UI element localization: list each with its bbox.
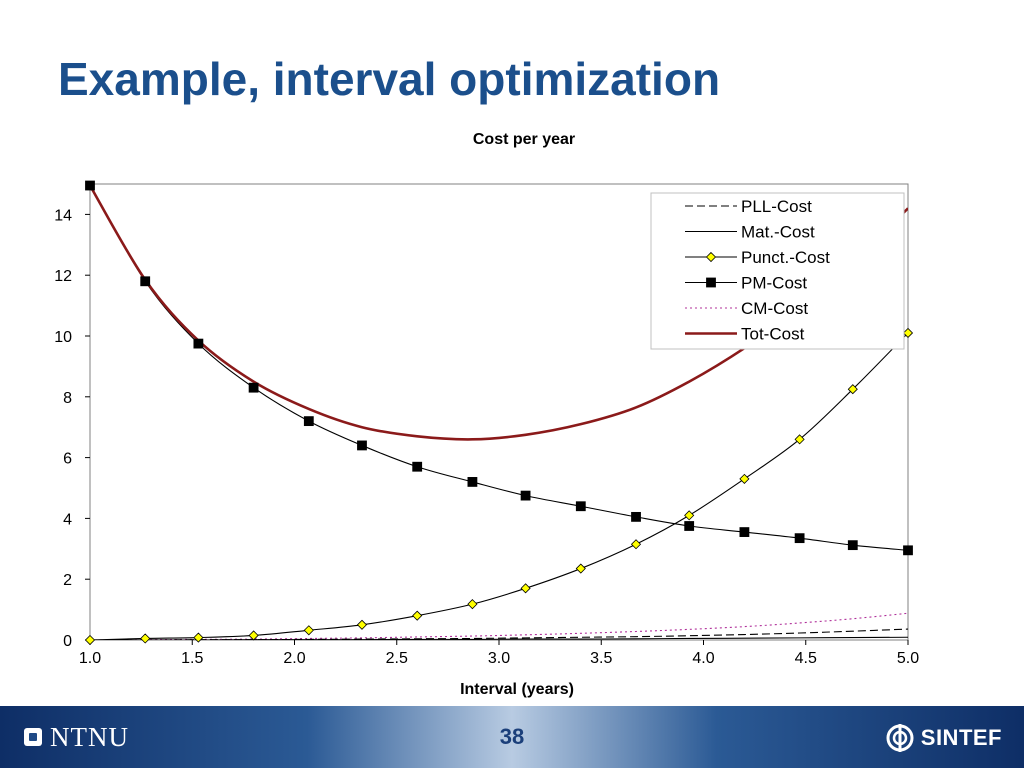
data-point-punct-cost xyxy=(902,327,914,339)
data-point-pm-cost xyxy=(520,490,531,501)
cost-chart: Cost per year 0 2 4 6 8 10 12 14 1.0 1.5 2.0 2.5 3.0… xyxy=(54,131,919,698)
y-tick-label: 12 xyxy=(54,268,72,285)
legend-marker-punct-cost xyxy=(705,251,717,263)
data-point-punct-cost xyxy=(248,630,259,641)
legend-label-tot-cost: Tot-Cost xyxy=(741,325,805,344)
y-tick-label: 2 xyxy=(63,572,72,589)
marker-layer xyxy=(84,180,914,646)
data-point-punct-cost xyxy=(630,539,642,550)
data-point-pm-cost xyxy=(412,461,423,472)
legend: PLL-Cost Mat.-Cost Punct.-Cost PM-Cost CM-Co… xyxy=(650,192,905,350)
data-point-punct-cost xyxy=(794,434,805,445)
data-point-punct-cost xyxy=(412,610,423,621)
legend-label-cm-cost: CM-Cost xyxy=(741,299,808,318)
data-point-pm-cost xyxy=(684,521,695,531)
x-tick-label: 3.5 xyxy=(590,650,612,667)
page-number: 38 xyxy=(499,724,525,749)
data-point-pm-cost xyxy=(631,511,641,522)
x-tick-label: 4.0 xyxy=(692,650,714,667)
x-tick-label: 4.5 xyxy=(795,650,817,667)
series-line-mat-cost xyxy=(90,636,908,640)
series-line-punct-cost xyxy=(90,332,908,640)
slide-title: Example, interval optimization xyxy=(58,53,721,105)
x-tick-label: 1.0 xyxy=(79,650,101,667)
data-point-punct-cost xyxy=(356,619,368,630)
y-tick-label: 4 xyxy=(63,511,72,528)
ntnu-logo-text: NTNU xyxy=(50,722,129,752)
data-point-punct-cost xyxy=(193,632,204,643)
data-point-punct-cost xyxy=(303,625,314,636)
y-tick-label: 10 xyxy=(54,329,72,346)
sintef-logo: SINTEF xyxy=(885,723,1002,753)
data-point-punct-cost xyxy=(140,633,151,644)
legend-marker-pm-cost xyxy=(706,277,716,288)
data-point-pm-cost xyxy=(85,180,95,191)
legend-label-pll-cost: PLL-Cost xyxy=(741,197,812,216)
data-point-punct-cost xyxy=(84,634,96,646)
x-axis-label: Interval (years) xyxy=(460,681,574,698)
legend-label-mat-cost: Mat.-Cost xyxy=(741,223,815,242)
y-tick-label: 14 xyxy=(54,207,72,224)
data-point-pm-cost xyxy=(847,540,858,551)
x-tick-label: 3.0 xyxy=(488,650,510,667)
data-point-pm-cost xyxy=(467,477,478,487)
x-tick-label: 2.0 xyxy=(283,650,305,667)
data-point-punct-cost xyxy=(575,563,586,574)
data-point-pm-cost xyxy=(248,382,259,393)
data-point-pm-cost xyxy=(794,533,805,544)
data-point-pm-cost xyxy=(303,416,314,427)
legend-label-punct-cost: Punct.-Cost xyxy=(741,248,830,267)
data-point-pm-cost xyxy=(903,545,913,556)
data-point-pm-cost xyxy=(193,338,204,349)
x-tick-label: 1.5 xyxy=(181,650,203,667)
footer-bar: NTNU 38 SINTEF xyxy=(0,706,1024,768)
x-tick-label: 5.0 xyxy=(897,650,919,667)
data-point-pm-cost xyxy=(575,501,586,512)
data-point-pm-cost xyxy=(739,527,750,537)
sintef-logo-icon xyxy=(886,724,914,752)
data-point-pm-cost xyxy=(140,276,151,287)
data-point-punct-cost xyxy=(739,473,750,484)
ntnu-logo: NTNU xyxy=(24,722,129,752)
y-tick-label: 8 xyxy=(63,390,72,407)
series-line-cm-cost xyxy=(90,612,908,640)
x-tick-label: 2.5 xyxy=(386,650,408,667)
sintef-logo-text: SINTEF xyxy=(920,725,1002,750)
data-point-punct-cost xyxy=(520,583,531,594)
data-point-pm-cost xyxy=(357,440,367,451)
ntnu-logo-icon xyxy=(24,728,42,746)
y-tick-label: 6 xyxy=(63,451,72,468)
chart-title: Cost per year xyxy=(473,131,575,148)
y-tick-label: 0 xyxy=(63,633,72,650)
data-point-punct-cost xyxy=(467,599,478,610)
legend-label-pm-cost: PM-Cost xyxy=(741,274,807,293)
axes: 0 2 4 6 8 10 12 14 1.0 1.5 2.0 2.5 3.0 3.5 4.0 4.5 5.0 xyxy=(54,207,919,667)
data-point-punct-cost xyxy=(847,384,858,395)
legend-box xyxy=(650,192,905,350)
data-point-punct-cost xyxy=(684,510,695,521)
